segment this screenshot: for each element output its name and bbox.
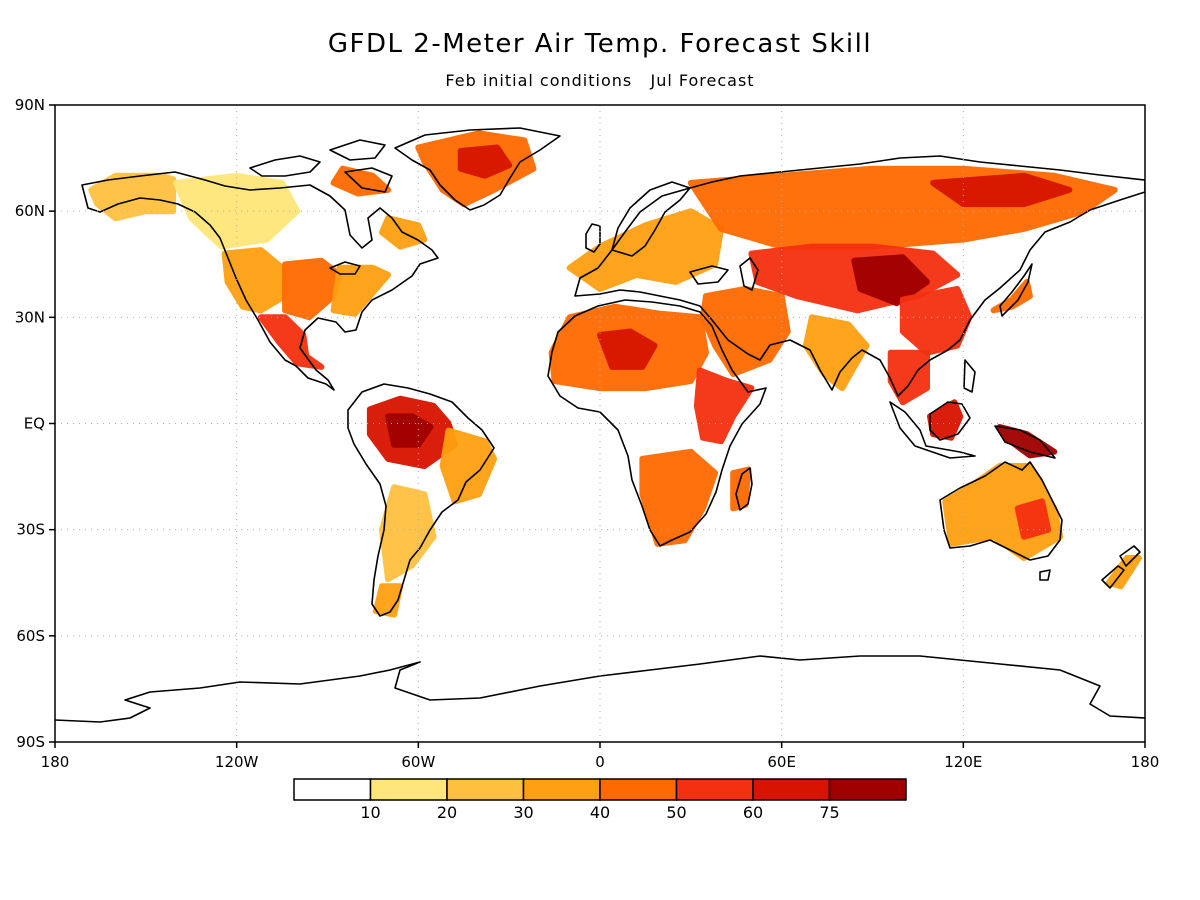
y-tick-label: 90N: [15, 96, 45, 114]
colorbar-swatch: [828, 778, 907, 801]
x-tick-label: 120W: [215, 753, 259, 771]
colorbar-level-label: 50: [666, 803, 686, 822]
skill-shading-layer: [88, 130, 1142, 618]
skill-region-south-america-south: [379, 484, 437, 583]
y-tick-label: 60N: [15, 202, 45, 220]
coastline-philippines: [963, 359, 976, 393]
skill-region-amazon-core: [385, 413, 434, 448]
colorbar-level-label: 60: [743, 803, 763, 822]
colorbar-swatch: [752, 778, 831, 801]
coastline-scandinavia: [611, 181, 691, 257]
skill-region-sahara-core: [597, 328, 658, 370]
colorbar-level-label: 10: [360, 803, 380, 822]
coastline-layer: [55, 127, 1145, 723]
y-tick-label: EQ: [24, 415, 45, 433]
colorbar-level-label: 75: [819, 803, 839, 822]
skill-region-patagonia: [372, 583, 404, 618]
chart-title: GFDL 2-Meter Air Temp. Forecast Skill: [328, 29, 872, 59]
coastline-new-zealand: [1101, 545, 1141, 589]
skill-region-china-east: [899, 286, 973, 356]
colorbar-level-label: 40: [590, 803, 610, 822]
coastline-japan: [999, 263, 1033, 317]
skill-region-india: [802, 314, 870, 392]
skill-region-southern-africa: [639, 448, 719, 547]
coastline-africa: [547, 299, 767, 547]
x-tick-label: 180: [41, 753, 70, 771]
coastline-sumatra-java: [889, 401, 976, 459]
x-tick-label: 180: [1131, 753, 1160, 771]
colorbar: 10 20 30 40 50 60 75: [293, 778, 907, 822]
colorbar-level-label: 20: [437, 803, 457, 822]
map-plot-area: [54, 104, 1146, 743]
colorbar-swatch: [369, 778, 448, 801]
skill-region-alaska: [88, 172, 177, 222]
coastline-greenland: [394, 127, 561, 211]
colorbar-level-label: 30: [513, 803, 533, 822]
colorbar-swatch: [446, 778, 525, 801]
skill-region-western-canada: [173, 172, 301, 250]
coastline-black-sea: [689, 265, 729, 285]
coastline-australia: [939, 461, 1063, 561]
coastline-antarctica: [55, 655, 1145, 723]
y-tick-label: 90S: [16, 733, 45, 751]
skill-region-western-us: [221, 247, 289, 314]
x-tick-label: 60W: [401, 753, 435, 771]
coastline-caspian-sea: [739, 257, 759, 291]
coastline-arctic-islands: [249, 139, 393, 193]
x-tick-label: 60E: [767, 753, 796, 771]
y-tick-label: 30S: [16, 521, 45, 539]
colorbar-swatch: [599, 778, 678, 801]
coastline-madagascar: [735, 467, 753, 511]
skill-region-brazil-east: [439, 427, 497, 505]
coastline-north-america: [81, 171, 439, 391]
skill-region-asia-core: [851, 254, 930, 307]
skill-region-southeast-asia: [887, 349, 930, 406]
grid-lines: [55, 105, 1145, 742]
coastline-borneo: [929, 401, 971, 441]
coastline-eurasia: [574, 155, 1145, 397]
axis-tick-labels: 180 120W 60W 0 60E 120E 180 90N 60N 30N EQ 30S 60S 90…: [15, 96, 1160, 771]
skill-region-eastern-us: [330, 264, 392, 317]
colorbar-swatch: [675, 778, 754, 801]
y-tick-label: 30N: [15, 308, 45, 326]
axis-ticks: [49, 104, 1146, 748]
coastline-new-guinea: [994, 425, 1056, 459]
chart-subtitle: Feb initial conditions Jul Forecast: [445, 71, 754, 90]
skill-region-australia-core: [1014, 498, 1052, 540]
coastline-south-america: [347, 383, 495, 617]
coastline-tasmania: [1039, 569, 1051, 581]
skill-region-borneo: [927, 399, 964, 441]
skill-region-new-guinea: [996, 424, 1058, 459]
skill-region-siberia-east: [930, 172, 1073, 208]
skill-region-greenland-core: [457, 144, 513, 179]
x-tick-label: 0: [595, 753, 605, 771]
skill-region-mexico: [257, 314, 325, 370]
coastline-great-lakes: [329, 261, 361, 275]
skill-region-east-africa: [693, 367, 755, 445]
x-tick-label: 120E: [944, 753, 982, 771]
colorbar-swatch: [293, 778, 372, 801]
colorbar-swatch: [522, 778, 601, 801]
y-tick-label: 60S: [16, 627, 45, 645]
